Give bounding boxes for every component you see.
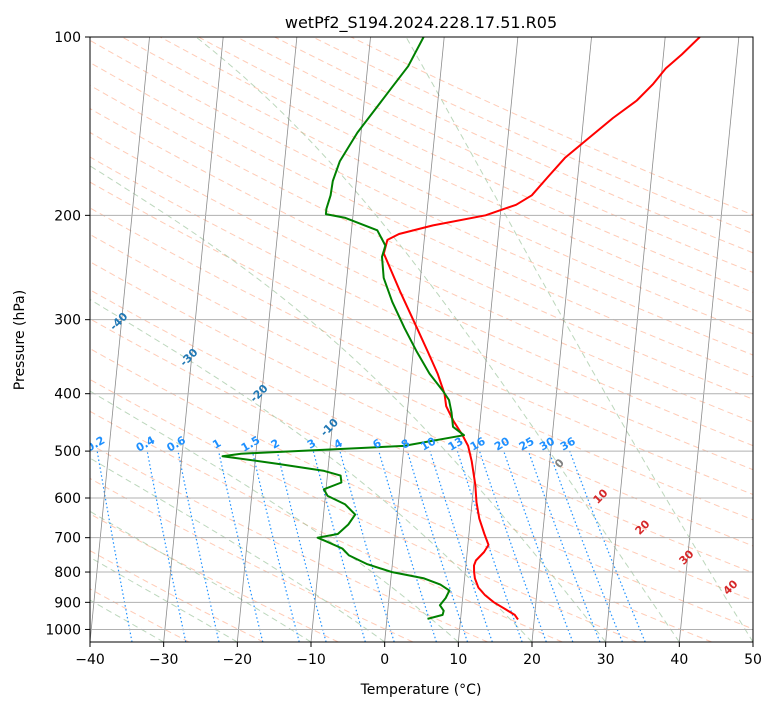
mixing-ratio-line bbox=[378, 450, 437, 642]
mixing-ratio-line bbox=[251, 450, 300, 642]
dry-adiabat-line bbox=[90, 61, 753, 378]
dry-adiabat-line bbox=[312, 37, 753, 235]
x-tick-label: −20 bbox=[223, 652, 253, 668]
dry-adiabat-line bbox=[90, 261, 753, 574]
y-tick-label: 1000 bbox=[45, 622, 81, 638]
dry-adiabat-line bbox=[198, 37, 753, 293]
dewpoint-profile-line bbox=[221, 37, 465, 620]
moist-adiabat-line bbox=[195, 37, 680, 642]
isotherm-line bbox=[605, 37, 666, 642]
isotherm-line bbox=[90, 37, 150, 642]
x-tick-label: 20 bbox=[523, 652, 541, 668]
dry-adiabat-line bbox=[90, 108, 753, 423]
x-tick-label: −30 bbox=[149, 652, 179, 668]
mixing-ratio-line bbox=[503, 450, 574, 642]
dry-adiabat-line bbox=[90, 233, 753, 547]
isotherm-line bbox=[310, 37, 371, 642]
mixing-ratio-line bbox=[276, 450, 327, 642]
isotherm-line bbox=[236, 37, 298, 642]
y-tick-label: 400 bbox=[54, 387, 81, 403]
dry-adiabat-line bbox=[90, 410, 563, 642]
moist-adiabat-line bbox=[90, 457, 385, 642]
mixing-ratio-line bbox=[312, 450, 366, 642]
chart-title: wetPf2_S194.2024.228.17.51.R05 bbox=[285, 13, 557, 33]
mixing-ratio-line bbox=[177, 450, 220, 642]
mixing-ratio-line bbox=[146, 450, 187, 642]
x-tick-label: −10 bbox=[296, 652, 326, 668]
dry-adiabat-line bbox=[350, 37, 753, 216]
y-tick-label: 700 bbox=[54, 531, 81, 547]
y-tick-label: 200 bbox=[54, 208, 81, 224]
y-tick-label: 500 bbox=[54, 444, 81, 460]
x-tick-label: 0 bbox=[380, 652, 389, 668]
dry-adiabat-line bbox=[90, 318, 753, 630]
mixing-ratio-line bbox=[478, 450, 547, 642]
x-tick-label: 10 bbox=[449, 652, 467, 668]
plot-frame bbox=[89, 36, 754, 643]
isotherm-line bbox=[457, 37, 519, 642]
x-tick-label: −40 bbox=[75, 652, 105, 668]
y-tick-label: 600 bbox=[54, 491, 81, 507]
x-tick-label: 40 bbox=[670, 652, 688, 668]
mixing-ratio-line bbox=[406, 450, 469, 642]
isotherm-line bbox=[531, 37, 592, 642]
temperature-profile-line bbox=[382, 37, 701, 621]
x-tick-label: 50 bbox=[744, 652, 762, 668]
dry-adiabat-line bbox=[90, 84, 753, 400]
dry-adiabat-line bbox=[90, 39, 753, 356]
mixing-ratio-line bbox=[218, 450, 264, 642]
y-axis: 100 200 300 400 500 600 700 800 900 1000 bbox=[45, 30, 90, 638]
y-tick-label: 300 bbox=[54, 313, 81, 329]
moist-adiabat-line bbox=[90, 298, 533, 642]
dry-adiabat-line bbox=[90, 131, 753, 447]
dry-adiabat-line bbox=[274, 37, 753, 254]
y-tick-label: 900 bbox=[54, 595, 81, 611]
isotherm-line bbox=[163, 37, 224, 642]
mixing-ratio-line bbox=[429, 450, 493, 642]
x-axis: −40 −30 −20 −10 0 10 20 30 40 50 bbox=[75, 642, 762, 668]
x-tick-label: 30 bbox=[597, 652, 615, 668]
isotherm-line bbox=[678, 37, 740, 642]
mixing-ratio-line bbox=[96, 451, 133, 642]
moist-adiabat-line bbox=[405, 37, 753, 642]
dry-adiabat-line bbox=[90, 513, 339, 642]
pressure-grid bbox=[90, 37, 753, 630]
dry-adiabat-line bbox=[90, 181, 753, 496]
dry-adiabat-line bbox=[90, 378, 638, 642]
y-tick-label: 800 bbox=[54, 565, 81, 581]
dry-adiabat-line bbox=[236, 37, 753, 273]
y-axis-label: Pressure (hPa) bbox=[12, 290, 28, 390]
isotherm-line bbox=[384, 37, 445, 642]
dry-adiabat-line bbox=[90, 156, 753, 471]
mixing-ratio-line bbox=[339, 450, 395, 642]
profile-series bbox=[221, 37, 701, 621]
x-axis-label: Temperature (°C) bbox=[360, 682, 482, 698]
dry-adiabat-line bbox=[121, 37, 753, 335]
mixing-ratio-line bbox=[456, 450, 523, 642]
dry-adiabat-line bbox=[90, 289, 753, 601]
y-tick-label: 100 bbox=[54, 30, 81, 46]
